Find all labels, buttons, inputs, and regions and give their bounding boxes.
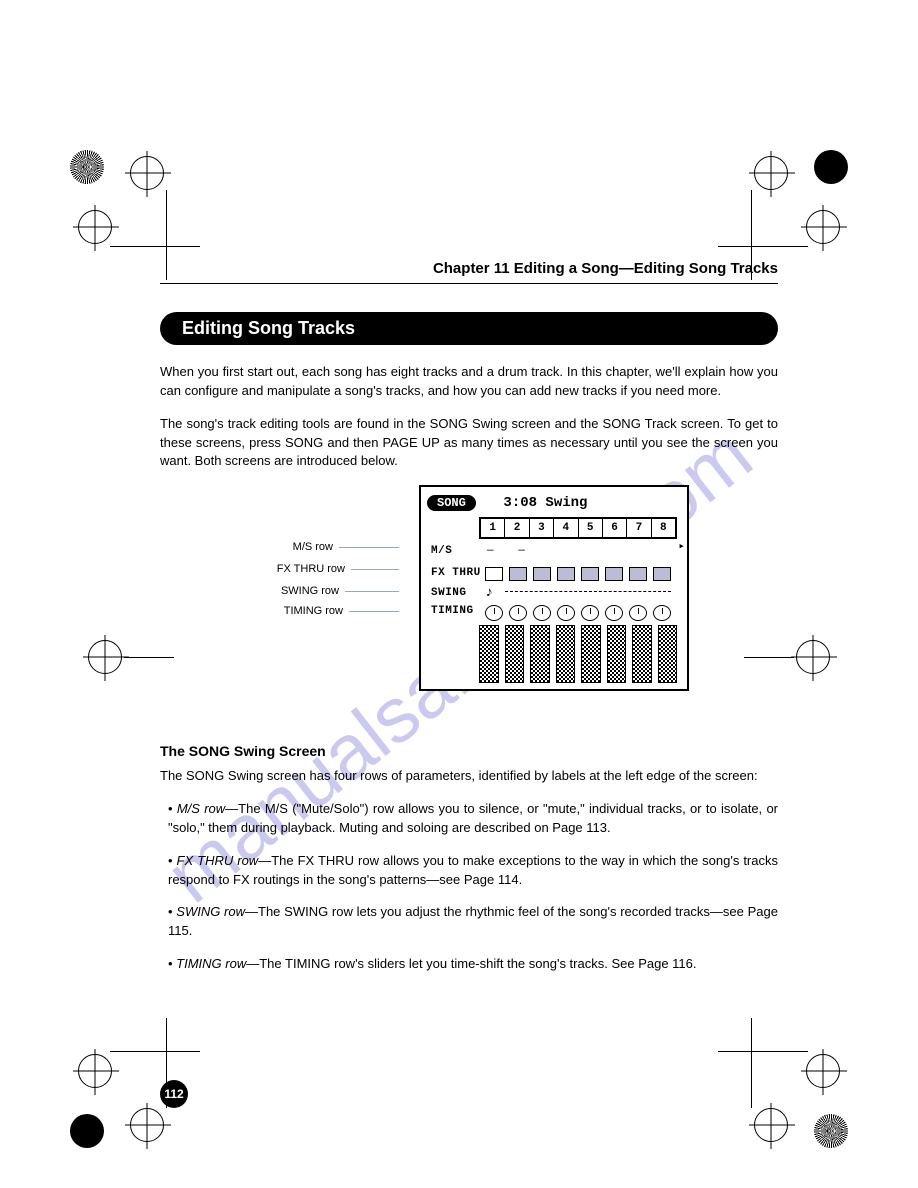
page-number-badge: 112 <box>160 1080 188 1108</box>
callout-ms-row: M/S row <box>249 541 399 553</box>
bullet-name: SWING row <box>176 904 245 919</box>
intro-paragraph-2: The song's track editing tools are found… <box>160 415 778 472</box>
callout-label: FX THRU row <box>277 563 345 575</box>
bullet-swing: • SWING row—The SWING row lets you adjus… <box>168 903 778 941</box>
lcd-swing-dashes <box>505 591 671 592</box>
lcd-ms-label: M/S <box>431 545 452 557</box>
track-cell: 4 <box>554 519 578 537</box>
callout-label: SWING row <box>281 585 339 597</box>
lcd-screen: SONG 3:08 Swing 1 2 3 4 5 6 7 8 ▸ M/S — … <box>419 485 689 691</box>
lcd-ms-row: M/S — — <box>427 545 681 569</box>
note-icon: ♪ <box>485 585 493 601</box>
bullet-desc: The SWING row lets you adjust the rhythm… <box>168 904 778 938</box>
callout-label: M/S row <box>293 541 333 553</box>
chapter-heading: Chapter 11 Editing a Song—Editing Song T… <box>160 260 778 284</box>
track-cell: 1 <box>481 519 505 537</box>
lcd-title-text: 3:08 Swing <box>503 495 587 511</box>
track-cell: 2 <box>505 519 529 537</box>
lcd-mode-badge: SONG <box>427 495 476 511</box>
callout-fxthru-row: FX THRU row <box>249 563 399 575</box>
intro-paragraph-1: When you first start out, each song has … <box>160 363 778 401</box>
lcd-timing-knobs <box>485 605 671 621</box>
track-cell: 8 <box>652 519 675 537</box>
track-cell: 6 <box>603 519 627 537</box>
lcd-title-row: SONG 3:08 Swing <box>427 493 681 517</box>
callout-timing-row: TIMING row <box>249 605 399 617</box>
lcd-swing-label: SWING <box>431 587 467 599</box>
track-cell: 7 <box>627 519 651 537</box>
lcd-fxthru-label: FX THRU <box>431 567 481 579</box>
lcd-ms-values: — — <box>487 545 671 557</box>
bullet-name: FX THRU row <box>177 853 259 868</box>
bullet-timing: • TIMING row—The TIMING row's sliders le… <box>168 955 778 974</box>
bullet-ms: • M/S row—The M/S ("Mute/Solo") row allo… <box>168 800 778 838</box>
swing-screen-heading: The SONG Swing Screen <box>160 743 778 759</box>
page-content: Chapter 11 Editing a Song—Editing Song T… <box>160 260 778 1038</box>
callout-label: TIMING row <box>284 605 343 617</box>
bullet-desc: The TIMING row's sliders let you time-sh… <box>259 956 696 971</box>
swing-screen-intro: The SONG Swing screen has four rows of p… <box>160 767 778 786</box>
lcd-track-strip: 1 2 3 4 5 6 7 8 <box>479 517 677 539</box>
bullet-name: TIMING row <box>176 956 246 971</box>
lcd-slider-area <box>479 625 677 683</box>
bullet-desc: The M/S ("Mute/Solo") row allows you to … <box>168 801 778 835</box>
bullet-name: M/S row <box>177 801 225 816</box>
track-cell: 5 <box>579 519 603 537</box>
section-title-bar: Editing Song Tracks <box>160 312 778 345</box>
lcd-figure: M/S row FX THRU row SWING row TIMING row… <box>249 485 689 725</box>
lcd-fx-boxes <box>485 567 671 581</box>
callout-swing-row: SWING row <box>249 585 399 597</box>
bullet-fxthru: • FX THRU row—The FX THRU row allows you… <box>168 852 778 890</box>
track-cell: 3 <box>530 519 554 537</box>
lcd-timing-label: TIMING <box>431 605 474 617</box>
bullet-desc: The FX THRU row allows you to make excep… <box>168 853 778 887</box>
